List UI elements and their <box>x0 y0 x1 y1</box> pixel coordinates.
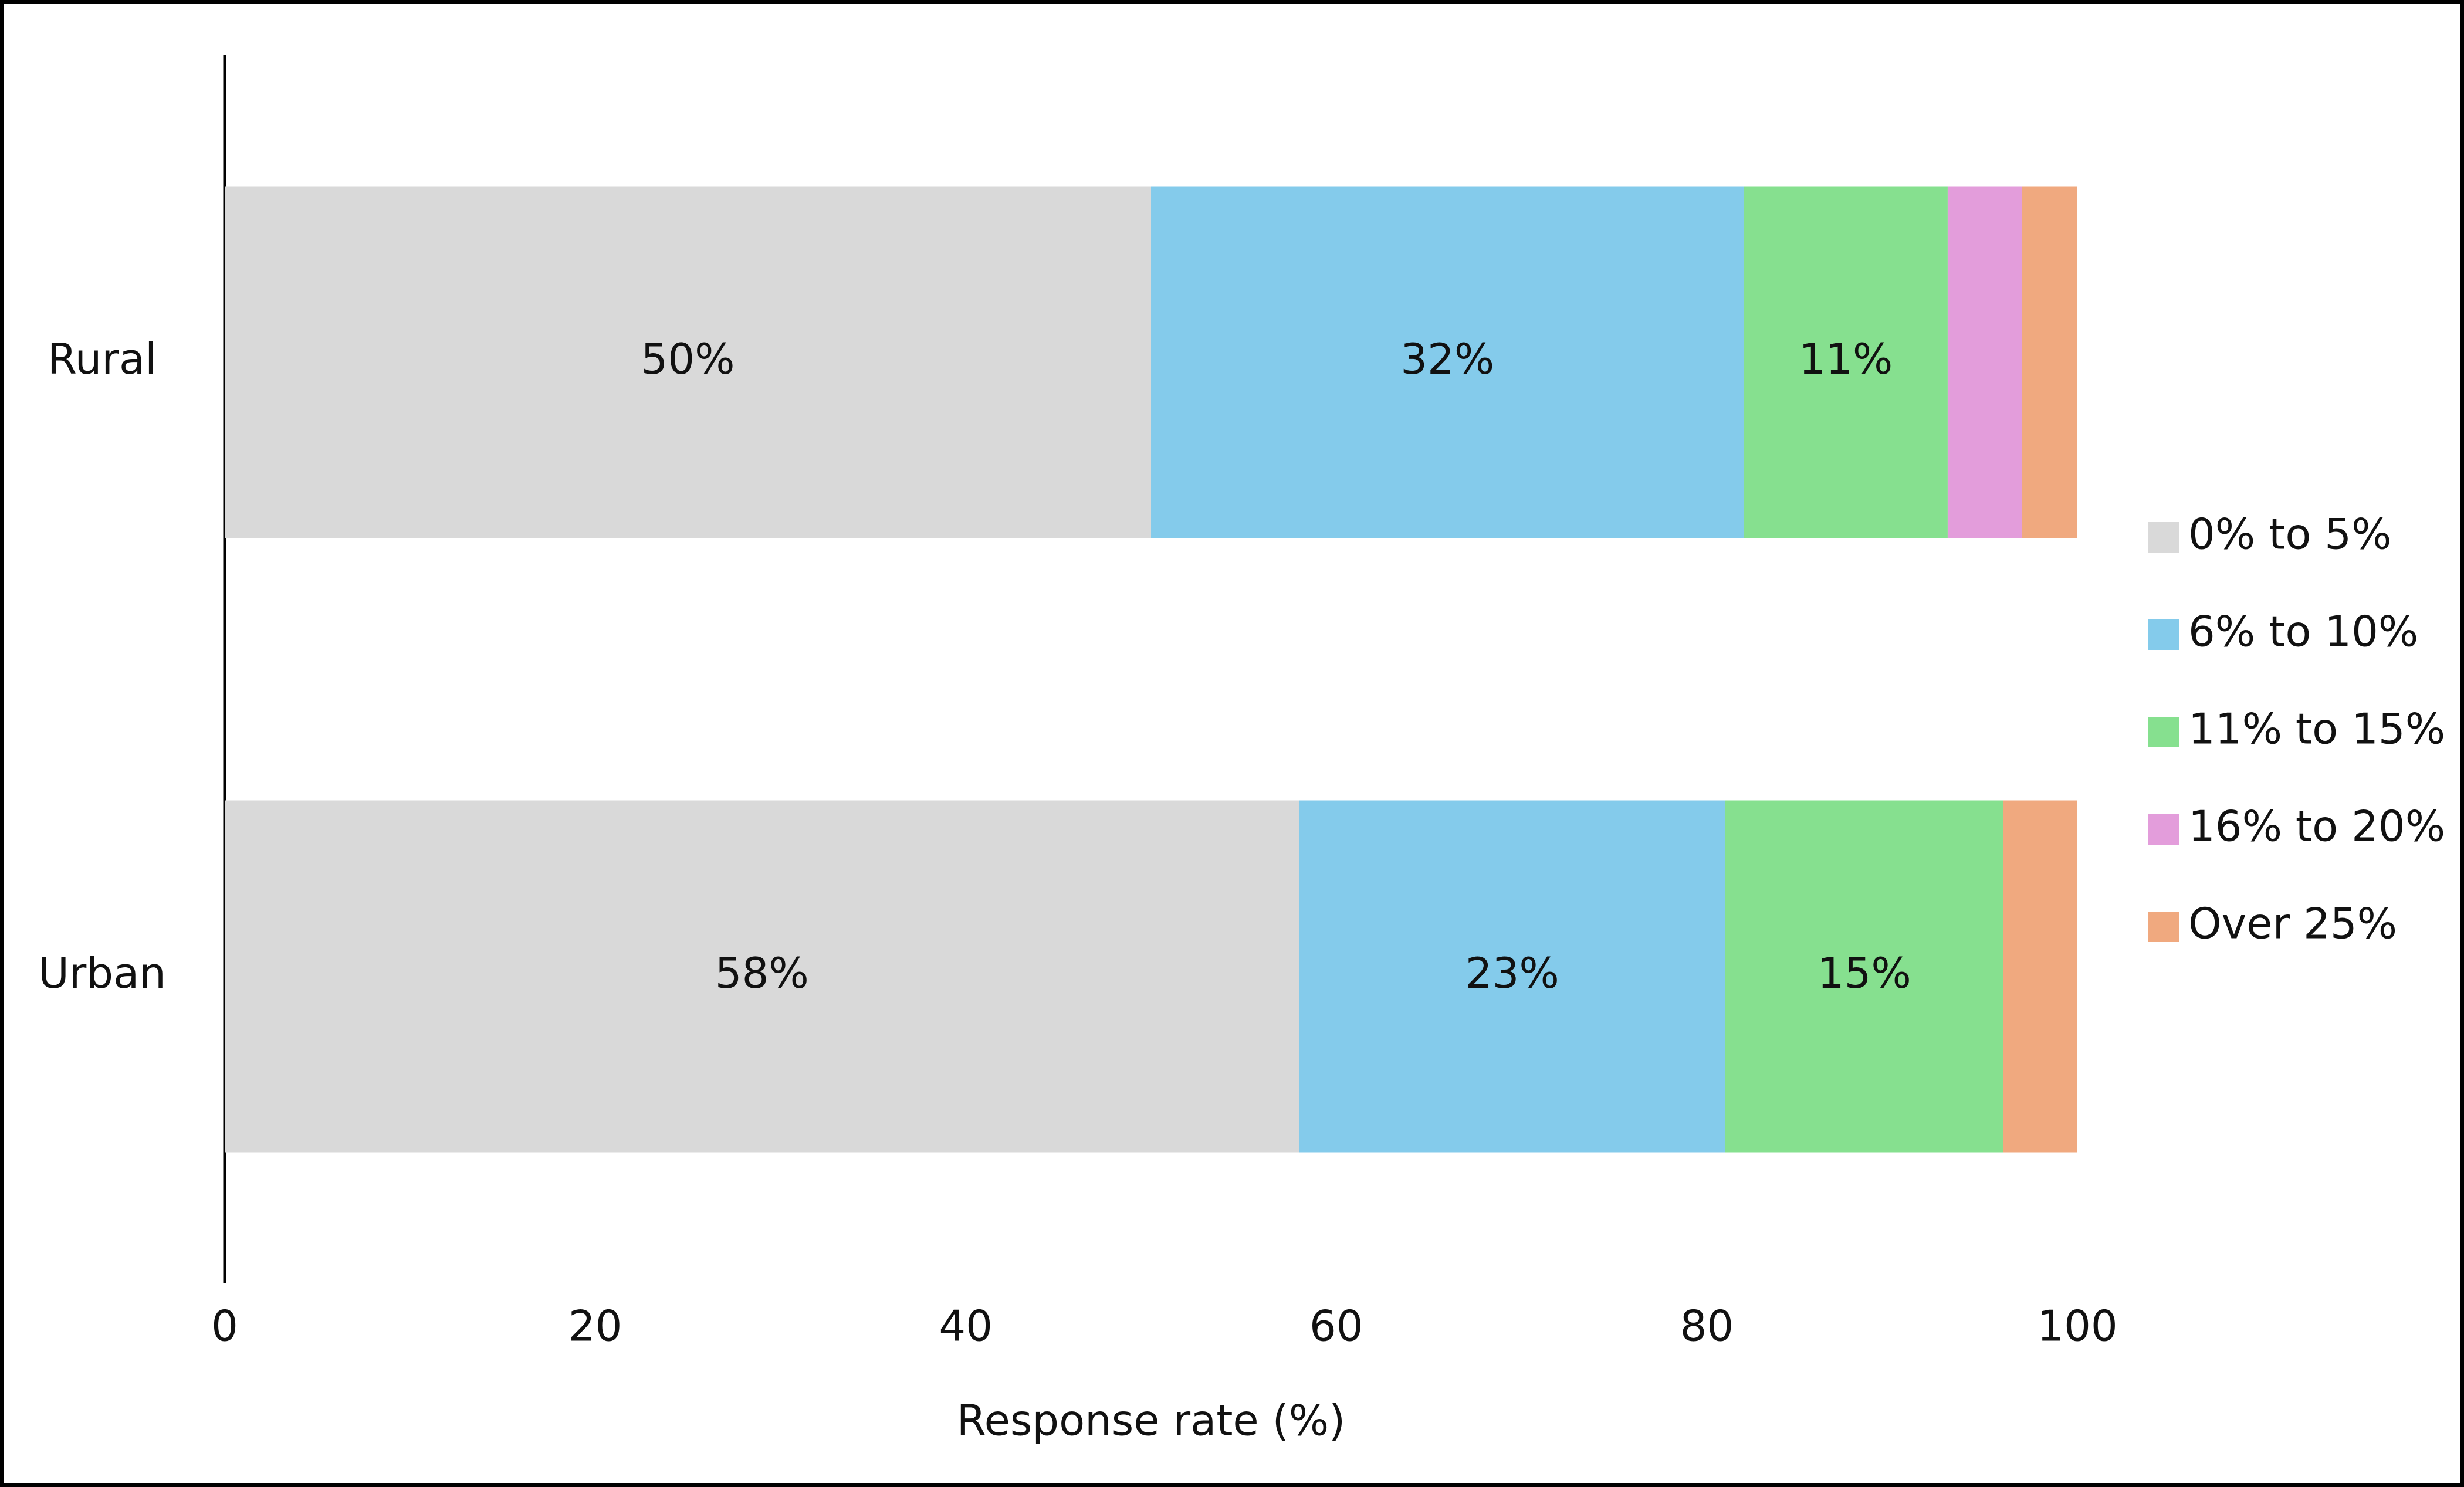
data-label: 11% <box>1799 334 1893 384</box>
data-label: 50% <box>641 334 735 384</box>
legend-swatch <box>2148 717 2179 747</box>
legend-label: 16% to 20% <box>2188 802 2445 851</box>
data-label: 15% <box>1817 949 1911 998</box>
data-label: 58% <box>715 949 809 998</box>
x-tick-label: 80 <box>1680 1302 1734 1351</box>
legend-label: 0% to 5% <box>2188 510 2392 559</box>
bar-segment <box>2022 186 2077 538</box>
x-axis-title: Response rate (%) <box>957 1396 1345 1445</box>
data-label: 23% <box>1465 949 1559 998</box>
x-tick-label: 20 <box>568 1302 622 1351</box>
bar-segment <box>225 800 1299 1153</box>
x-tick-label: 40 <box>939 1302 993 1351</box>
x-tick-label: 60 <box>1309 1302 1363 1351</box>
bar-segment <box>1725 800 2003 1153</box>
legend-swatch <box>2148 522 2179 553</box>
legend-label: 11% to 15% <box>2188 704 2445 754</box>
bar-segment <box>225 186 1151 538</box>
legend-swatch <box>2148 912 2179 942</box>
bar-segment <box>2003 800 2077 1153</box>
data-label: 32% <box>1400 334 1494 384</box>
bar-segment <box>1299 800 1725 1153</box>
x-tick-label: 100 <box>2037 1302 2117 1351</box>
bar-segment <box>1744 186 1948 538</box>
x-tick-label: 0 <box>211 1302 238 1351</box>
bar-segment <box>1947 186 2022 538</box>
bar-segment <box>1151 186 1744 538</box>
legend-swatch <box>2148 814 2179 845</box>
legend-label: 6% to 10% <box>2188 607 2418 656</box>
legend-swatch <box>2148 619 2179 650</box>
legend-label: Over 25% <box>2188 899 2397 949</box>
y-tick-label: Rural <box>48 334 157 384</box>
y-tick-label: Urban <box>38 949 166 998</box>
